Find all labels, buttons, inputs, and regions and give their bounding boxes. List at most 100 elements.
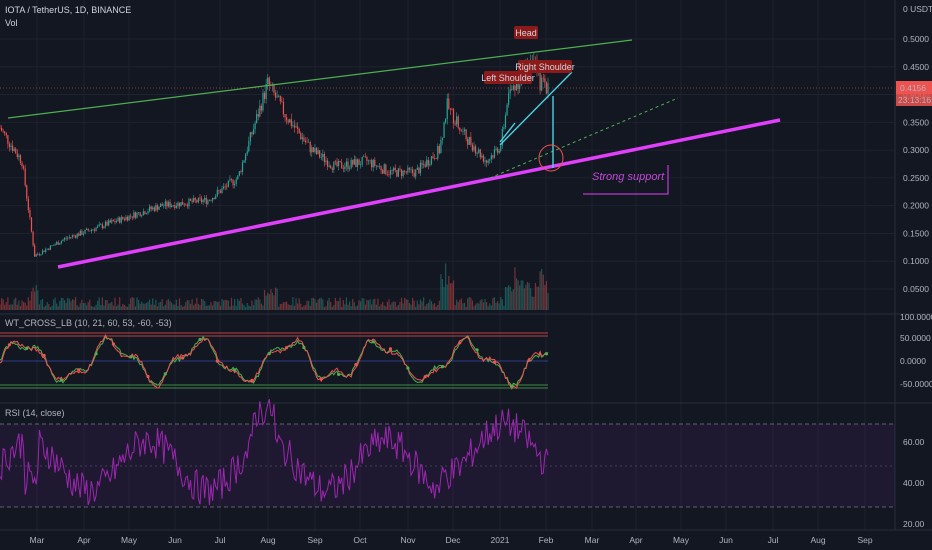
support-callout-line[interactable]	[583, 165, 669, 195]
volume-bar	[265, 295, 267, 310]
volume-bar	[60, 297, 63, 310]
left-shoulder-label[interactable]: Left Shoulder	[481, 71, 535, 84]
candle-body	[437, 146, 439, 159]
volume-bar	[5, 302, 7, 310]
target-circle[interactable]	[538, 144, 564, 172]
candle-body	[35, 254, 37, 257]
candle-body	[76, 233, 78, 238]
candle-body	[388, 174, 390, 175]
volume-bar	[481, 298, 483, 310]
volume-bar	[301, 306, 303, 310]
volume-bar	[150, 304, 152, 310]
volume-bar	[84, 302, 86, 310]
volume-bar	[81, 299, 83, 310]
volume-bar	[86, 305, 88, 310]
volume-bar	[361, 298, 363, 310]
volume-bar	[493, 297, 496, 310]
candle-body	[382, 170, 384, 174]
support-trendline[interactable]	[57, 118, 781, 269]
volume-bar	[117, 304, 119, 310]
volume-bar	[353, 302, 355, 310]
currency-label: 0 USDT	[903, 4, 932, 14]
candle-body	[326, 160, 329, 167]
wt-cross-dot	[492, 360, 497, 364]
volume-bar	[295, 298, 297, 310]
candle-body	[325, 160, 327, 162]
volume-bar	[482, 302, 485, 310]
rsi-tick-label: 20.00	[903, 519, 925, 529]
projected-trendline[interactable]	[489, 97, 679, 179]
volume-bar	[4, 304, 6, 310]
candle-body	[465, 129, 467, 140]
time-axis[interactable]: Mar Apr May Jun Jul Aug Sep Oct Nov Dec 2021 Feb Mar…	[30, 535, 873, 545]
candle-body	[352, 159, 354, 165]
candle-body	[210, 200, 212, 201]
volume-bar	[536, 286, 538, 310]
candle-body	[182, 202, 184, 205]
volume-bar	[350, 306, 352, 310]
candle-body	[314, 148, 316, 153]
candle-body	[454, 123, 456, 125]
volume-bar	[90, 305, 92, 310]
volume-bar	[287, 304, 289, 310]
volume-bar	[410, 304, 412, 310]
candle-body	[500, 145, 502, 151]
neckline-left[interactable]	[499, 122, 516, 143]
volume-bar	[26, 305, 28, 310]
candle-body	[281, 101, 283, 102]
volume-bar	[363, 298, 365, 310]
candle-body	[189, 198, 192, 201]
neckline-upper[interactable]	[499, 71, 573, 146]
price-tick-label: 0.5000	[903, 34, 929, 44]
volume-bar	[238, 300, 240, 310]
candle-body	[342, 168, 344, 169]
right-shoulder-label[interactable]: Right Shoulder	[515, 60, 575, 73]
volume-bar	[490, 305, 492, 310]
volume-bar	[211, 305, 214, 310]
candle-body	[18, 155, 20, 158]
volume-bar	[386, 301, 388, 310]
strong-support-label[interactable]: Strong support	[592, 171, 665, 183]
volume-bar	[424, 305, 426, 310]
candle-body	[92, 229, 94, 231]
volume-bar	[128, 303, 130, 310]
volume-bar	[454, 305, 456, 310]
volume-label: Vol	[5, 18, 18, 28]
head-label[interactable]: Head	[514, 26, 538, 39]
wt-cross-dot	[406, 366, 410, 370]
drawings[interactable]	[0, 39, 895, 269]
candle-body	[208, 200, 211, 201]
volume-bar	[391, 302, 393, 310]
candle-body	[394, 167, 396, 171]
wt-cross-panel[interactable]: WT_CROSS_LB (10, 21, 60, 53, -60, -53)	[0, 318, 549, 390]
volume-bar	[315, 302, 318, 310]
volume-bar	[232, 305, 234, 310]
volume-bar	[74, 297, 77, 310]
candle-body	[108, 220, 110, 226]
candle-body	[366, 157, 368, 162]
candle-body	[226, 186, 228, 188]
candle-body	[196, 200, 198, 203]
rsi-line	[0, 398, 549, 506]
volume-bar	[158, 302, 160, 310]
candle-body	[268, 77, 270, 86]
rsi-panel[interactable]: RSI (14, close)	[0, 398, 895, 508]
volume-bar	[317, 299, 319, 310]
volume-bar	[298, 298, 300, 310]
candle-body	[544, 78, 546, 83]
volume-bar	[541, 269, 543, 310]
volume-bar	[92, 306, 94, 310]
candle-body	[93, 229, 96, 231]
volume-bar	[224, 299, 226, 310]
volume-bar	[278, 306, 280, 310]
volume-bar	[274, 287, 277, 310]
candle-body	[473, 146, 475, 151]
wt-cross-dot	[77, 368, 81, 372]
candle-body	[541, 77, 543, 91]
volume-bar	[177, 306, 179, 310]
wt-cross-dot	[215, 359, 219, 363]
candle-body	[0, 127, 1, 129]
resistance-trendline[interactable]	[7, 39, 633, 119]
volume-bar	[18, 300, 20, 310]
